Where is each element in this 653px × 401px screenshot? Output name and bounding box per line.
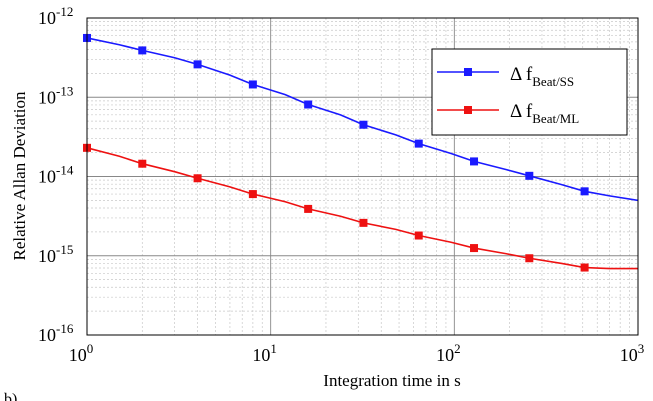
y-tick-label: 10-15 xyxy=(38,242,73,266)
data-point-0-5 xyxy=(359,120,368,129)
legend-label-ss: Δ fBeat/SS xyxy=(510,64,574,89)
y-tick-label: 10-16 xyxy=(38,321,74,345)
legend-marker-ml xyxy=(464,106,472,114)
data-point-1-3 xyxy=(248,190,257,199)
legend-sub-ss: Beat/SS xyxy=(532,74,574,89)
data-point-1-6 xyxy=(414,231,423,240)
data-point-1-7 xyxy=(470,244,479,253)
data-point-0-7 xyxy=(470,157,479,166)
x-tick-label: 100 xyxy=(69,341,94,365)
data-point-0-6 xyxy=(414,139,423,148)
y-tick-label: 10-14 xyxy=(38,163,74,187)
legend-label-ml: Δ fBeat/ML xyxy=(510,101,579,126)
data-point-0-2 xyxy=(193,60,202,69)
x-tick-label: 102 xyxy=(436,341,461,365)
legend-marker-ss xyxy=(464,68,472,76)
legend-main-ml: Δ f xyxy=(510,101,533,122)
y-tick-label: 10-13 xyxy=(38,83,73,107)
x-tick-label: 103 xyxy=(620,341,645,365)
data-point-1-8 xyxy=(525,254,534,263)
legend: Δ fBeat/SS Δ fBeat/ML xyxy=(431,48,628,136)
y-tick-label: 10-12 xyxy=(38,4,73,28)
x-axis-label: Integration time in s xyxy=(323,371,460,390)
legend-box xyxy=(431,48,628,136)
data-point-0-3 xyxy=(248,80,257,89)
panel-label: b) xyxy=(4,391,17,401)
tick-label-layer: 100 101 102 103 10-16 10-15 10-14 10-13 10-12 xyxy=(38,4,644,365)
data-point-1-2 xyxy=(193,174,202,183)
data-point-1-1 xyxy=(138,159,147,168)
data-point-1-4 xyxy=(304,204,313,213)
x-tick-label: 101 xyxy=(252,341,277,365)
data-point-0-4 xyxy=(304,100,313,109)
legend-main-ss: Δ f xyxy=(510,64,533,85)
data-point-0-1 xyxy=(138,46,147,55)
data-point-0-9 xyxy=(580,187,589,196)
plot-frame xyxy=(86,17,639,336)
data-point-0-8 xyxy=(525,171,534,180)
data-point-1-5 xyxy=(359,218,368,227)
data-point-1-9 xyxy=(580,263,589,272)
series-layer xyxy=(83,33,639,272)
legend-sub-ml: Beat/ML xyxy=(532,111,579,126)
y-axis-label: Relative Allan Deviation xyxy=(10,91,29,261)
